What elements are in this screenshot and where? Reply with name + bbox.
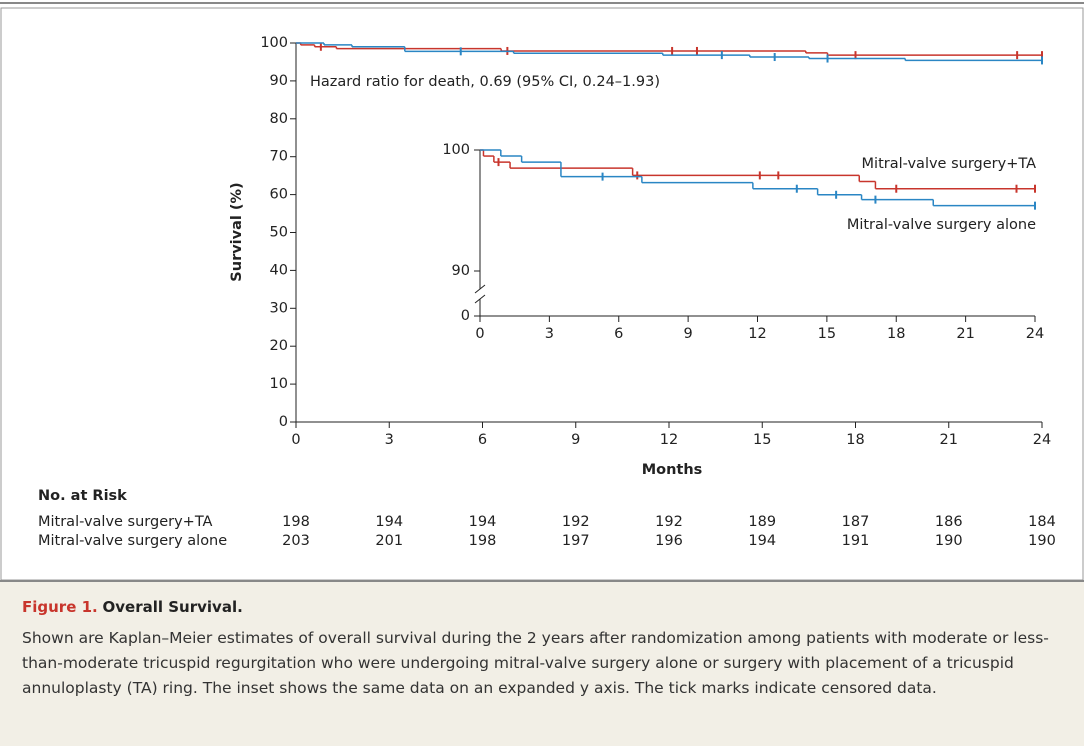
x-tick-label: 15 (753, 432, 771, 448)
y-tick-label: 10 (270, 376, 288, 392)
y-tick-label: 60 (270, 187, 288, 203)
caption: Figure 1. Overall Survival. Shown are Ka… (0, 580, 1084, 746)
x-tick-label: 3 (385, 432, 394, 448)
y-tick-label: 100 (260, 35, 288, 51)
at-risk-count: 192 (655, 514, 683, 530)
at-risk-count: 194 (469, 514, 497, 530)
at-risk-count: 194 (748, 533, 776, 549)
at-risk-count: 198 (469, 533, 497, 549)
x-tick-label: 3 (545, 326, 554, 342)
x-tick-label: 24 (1026, 326, 1044, 342)
y-tick-label: 100 (442, 142, 470, 158)
at-risk-count: 197 (562, 533, 590, 549)
axis-break (474, 284, 486, 294)
x-axis-label: Months (642, 462, 703, 478)
x-tick-label: 15 (818, 326, 836, 342)
legend-label: Mitral-valve surgery+TA (862, 156, 1037, 172)
y-tick-label: 70 (270, 149, 288, 165)
x-tick-label: 0 (291, 432, 300, 448)
x-tick-label: 9 (571, 432, 580, 448)
at-risk-row-label: Mitral-valve surgery+TA (38, 514, 213, 530)
at-risk-count: 186 (935, 514, 963, 530)
x-tick-label: 12 (660, 432, 678, 448)
x-tick-label: 21 (940, 432, 958, 448)
caption-title: Overall Survival. (102, 598, 243, 616)
at-risk-count: 198 (282, 514, 310, 530)
axis-break (474, 294, 486, 304)
y-tick-label: 80 (270, 111, 288, 127)
at-risk-count: 187 (842, 514, 870, 530)
frame (0, 7, 1084, 581)
at-risk-row-label: Mitral-valve surgery alone (38, 533, 227, 549)
y-tick-label: 30 (270, 300, 288, 316)
legend-label: Mitral-valve surgery alone (847, 217, 1036, 233)
x-tick-label: 24 (1033, 432, 1051, 448)
at-risk-count: 190 (1028, 533, 1056, 549)
at-risk-count: 192 (562, 514, 590, 530)
y-tick-label: 0 (279, 414, 288, 430)
caption-label: Figure 1. (22, 598, 98, 616)
y-tick-label: 90 (452, 263, 470, 279)
x-tick-label: 21 (956, 326, 974, 342)
y-axis-label: Survival (%) (229, 182, 245, 281)
at-risk-count: 189 (748, 514, 776, 530)
at-risk-count: 191 (842, 533, 870, 549)
at-risk-count: 194 (375, 514, 403, 530)
at-risk-count: 184 (1028, 514, 1056, 530)
at-risk-count: 203 (282, 533, 310, 549)
y-tick-label: 20 (270, 338, 288, 354)
caption-heading: Figure 1. Overall Survival. (22, 598, 1062, 616)
x-tick-label: 18 (887, 326, 905, 342)
x-tick-label: 18 (846, 432, 864, 448)
y-tick-label: 40 (270, 262, 288, 278)
at-risk-count: 201 (375, 533, 403, 549)
x-tick-label: 9 (684, 326, 693, 342)
at-risk-count: 190 (935, 533, 963, 549)
x-tick-label: 6 (614, 326, 623, 342)
caption-text: Shown are Kaplan–Meier estimates of over… (22, 629, 1049, 697)
chart: Months Survival (%) Hazard ratio for dea… (0, 2, 1084, 581)
at-risk-title: No. at Risk (38, 488, 127, 504)
x-tick-label: 12 (748, 326, 766, 342)
annotation: Hazard ratio for death, 0.69 (95% CI, 0.… (310, 74, 660, 90)
x-tick-label: 0 (475, 326, 484, 342)
y-tick-label: 90 (270, 73, 288, 89)
at-risk-count: 196 (655, 533, 683, 549)
y-tick-label: 50 (270, 225, 288, 241)
y-tick-label: 0 (461, 308, 470, 324)
x-tick-label: 6 (478, 432, 487, 448)
